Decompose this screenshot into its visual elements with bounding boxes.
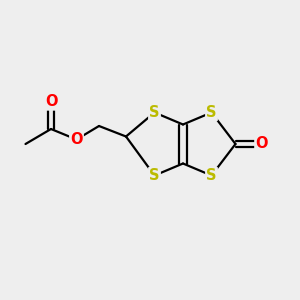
Text: O: O (45, 94, 57, 110)
Text: O: O (255, 136, 268, 152)
Text: S: S (206, 168, 217, 183)
Text: O: O (70, 132, 83, 147)
Text: S: S (206, 105, 217, 120)
Text: S: S (149, 168, 160, 183)
Text: S: S (149, 105, 160, 120)
